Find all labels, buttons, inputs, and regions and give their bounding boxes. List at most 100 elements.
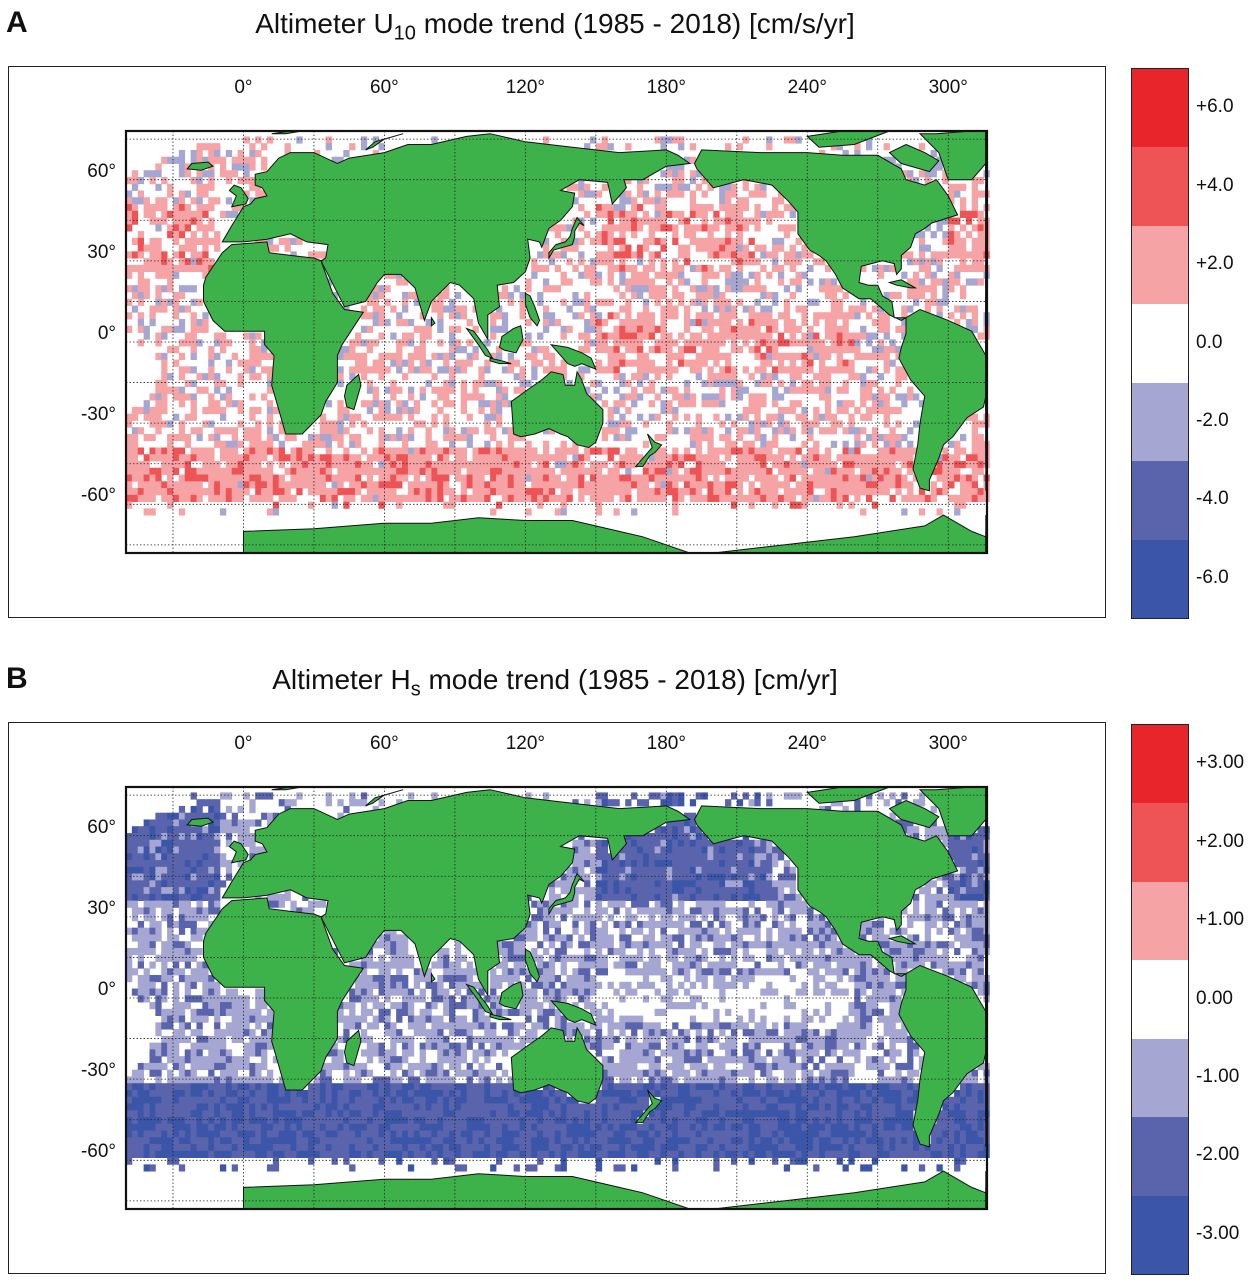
trend-cell xyxy=(172,1130,180,1138)
trend-cell xyxy=(631,285,638,293)
trend-cell xyxy=(830,366,838,374)
trend-cell xyxy=(871,264,879,273)
trend-cell xyxy=(172,291,180,300)
trend-cell xyxy=(525,461,532,469)
trend-cell xyxy=(396,968,403,976)
trend-cell xyxy=(466,339,473,347)
trend-cell xyxy=(143,907,150,915)
trend-cell xyxy=(648,454,655,462)
trend-cell xyxy=(167,826,174,834)
trend-cell xyxy=(660,271,667,279)
trend-cell xyxy=(819,346,826,354)
trend-cell xyxy=(760,440,767,448)
trend-cell xyxy=(278,1130,285,1138)
trend-cell xyxy=(243,1056,250,1064)
trend-cell xyxy=(184,1069,191,1077)
trend-cell xyxy=(290,1117,297,1125)
trend-cell xyxy=(607,359,614,367)
trend-cell xyxy=(789,467,796,475)
trend-cell xyxy=(313,1137,321,1145)
trend-cell xyxy=(918,488,926,496)
trend-cell xyxy=(261,447,268,455)
trend-cell xyxy=(343,1083,350,1091)
trend-cell xyxy=(390,488,397,496)
trend-cell xyxy=(813,352,820,360)
trend-cell xyxy=(219,826,227,834)
trend-cell xyxy=(437,1022,444,1030)
trend-cell xyxy=(172,1123,180,1131)
trend-cell xyxy=(683,393,691,401)
trend-cell xyxy=(172,494,180,502)
trend-cell xyxy=(231,1096,238,1104)
trend-cell xyxy=(642,312,650,320)
trend-cell xyxy=(554,447,562,455)
trend-cell xyxy=(619,210,626,218)
trend-cell xyxy=(560,278,567,286)
trend-cell xyxy=(848,481,855,489)
trend-cell xyxy=(631,359,638,367)
trend-cell xyxy=(308,1096,315,1104)
trend-cell xyxy=(178,1015,186,1023)
trend-cell xyxy=(636,224,644,232)
trend-cell xyxy=(595,508,603,516)
trend-cell xyxy=(231,352,238,360)
trend-cell xyxy=(678,143,685,151)
trend-cell xyxy=(537,488,544,496)
trend-cell xyxy=(554,508,562,516)
trend-cell xyxy=(390,941,397,949)
trend-cell xyxy=(143,1110,150,1118)
trend-cell xyxy=(795,305,802,313)
trend-cell xyxy=(754,406,761,415)
trend-cell xyxy=(284,143,291,151)
trend-cell xyxy=(654,413,661,421)
trend-cell xyxy=(202,224,209,232)
trend-cell xyxy=(478,454,485,462)
trend-cell xyxy=(137,1083,145,1091)
trend-cell xyxy=(237,1029,244,1037)
trend-cell xyxy=(396,934,403,942)
trend-cell xyxy=(372,481,379,489)
trend-cell xyxy=(313,1150,321,1158)
trend-cell xyxy=(214,143,221,151)
trend-cell xyxy=(877,488,885,496)
trend-cell xyxy=(155,197,162,205)
trend-cell xyxy=(748,332,755,340)
trend-cell xyxy=(907,251,914,259)
trend-cell xyxy=(131,832,139,841)
trend-cell xyxy=(425,494,432,502)
trend-cell xyxy=(683,183,691,191)
trend-cell xyxy=(325,474,332,482)
trend-cell xyxy=(954,494,961,502)
trend-cell xyxy=(190,792,197,800)
trend-cell xyxy=(807,325,814,333)
trend-cell xyxy=(149,264,156,273)
trend-cell xyxy=(877,400,885,408)
land-iceland xyxy=(186,161,214,171)
trend-cell xyxy=(454,961,462,969)
trend-cell xyxy=(595,461,603,469)
trend-cell xyxy=(660,400,667,408)
trend-cell xyxy=(360,1062,368,1071)
trend-cell xyxy=(801,427,808,435)
trend-cell xyxy=(343,1144,350,1152)
trend-cell xyxy=(407,359,415,367)
trend-cell xyxy=(625,305,632,313)
trend-cell xyxy=(149,204,156,212)
trend-cell xyxy=(407,1164,415,1172)
trend-cell xyxy=(425,1008,432,1016)
trend-cell xyxy=(854,339,861,347)
trend-cell xyxy=(443,1117,450,1125)
trend-cell xyxy=(325,1083,332,1091)
trend-cell xyxy=(772,400,779,408)
trend-cell xyxy=(431,1144,438,1152)
trend-cell xyxy=(372,488,379,496)
trend-cell xyxy=(666,386,673,394)
trend-cell xyxy=(131,183,139,191)
trend-cell xyxy=(284,1130,291,1138)
trend-cell xyxy=(266,433,274,442)
trend-cell xyxy=(390,981,397,989)
trend-cell xyxy=(255,1096,262,1104)
trend-cell xyxy=(871,501,879,509)
trend-cell xyxy=(689,204,697,212)
trend-cell xyxy=(366,339,374,347)
